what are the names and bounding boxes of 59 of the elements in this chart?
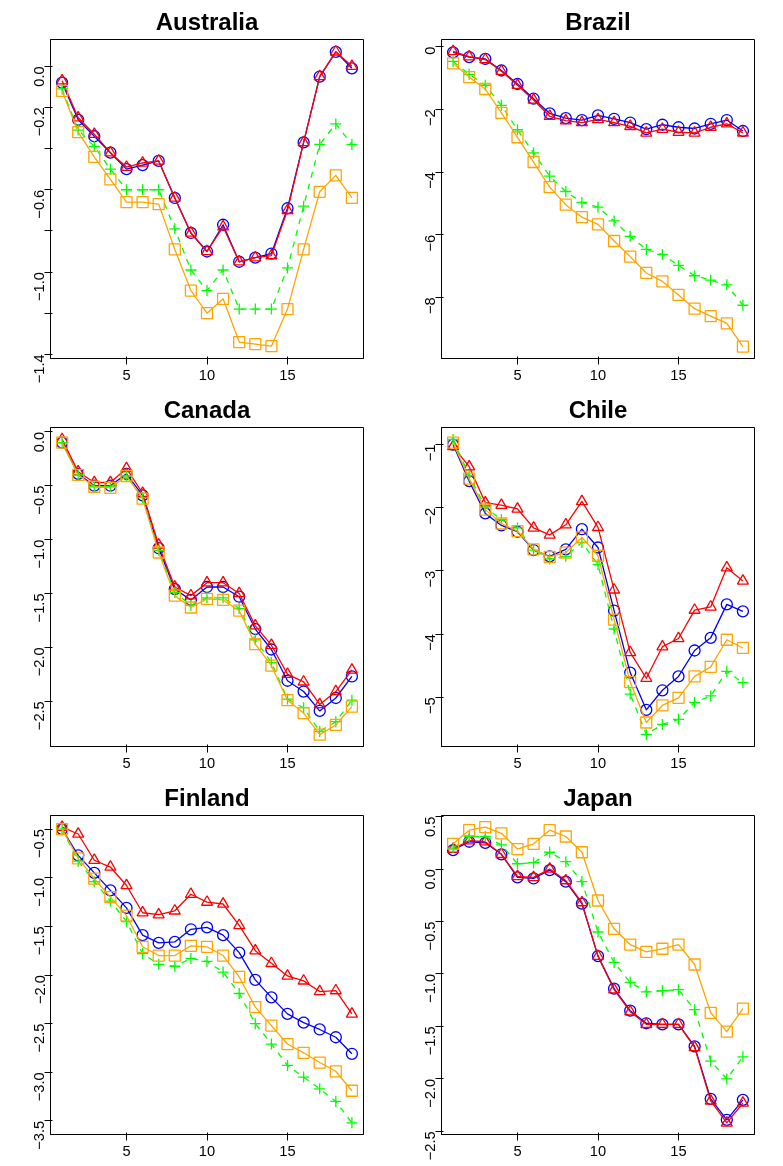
y-tick-label: −2.0 bbox=[31, 647, 48, 677]
y-tick-label: 0.5 bbox=[422, 816, 439, 837]
y-tick-label: −1.5 bbox=[31, 593, 48, 623]
x-tick-label: 15 bbox=[279, 754, 296, 771]
x-tick-label: 15 bbox=[670, 1142, 687, 1159]
y-tick-label: 0.0 bbox=[31, 66, 48, 87]
y-tick-label: −2.5 bbox=[31, 1023, 48, 1053]
x-tick-label: 10 bbox=[589, 1142, 607, 1159]
chart-title: Finland bbox=[164, 783, 250, 811]
y-tick-label: −1.4 bbox=[31, 354, 48, 384]
x-tick-label: 10 bbox=[198, 1142, 216, 1159]
x-tick-label: 5 bbox=[513, 754, 522, 771]
x-tick-label: 5 bbox=[513, 366, 522, 383]
y-tick-label: −0.6 bbox=[31, 189, 48, 219]
y-tick-label: −1 bbox=[422, 444, 439, 462]
chart-title: Canada bbox=[163, 395, 251, 423]
y-tick-label: −1.0 bbox=[31, 539, 48, 569]
y-tick-label: −3.5 bbox=[31, 1120, 48, 1150]
x-tick-label: 10 bbox=[198, 366, 216, 383]
chart-title: Brazil bbox=[565, 7, 631, 35]
x-tick-label: 5 bbox=[122, 754, 131, 771]
y-tick-label: −1.5 bbox=[422, 1026, 439, 1056]
y-tick-label: −3 bbox=[422, 570, 439, 588]
x-tick-label: 5 bbox=[122, 1142, 131, 1159]
y-tick-label: −1.0 bbox=[31, 877, 48, 907]
x-tick-label: 5 bbox=[513, 1142, 522, 1159]
y-tick-label: 0.0 bbox=[31, 431, 48, 453]
x-tick-label: 5 bbox=[122, 366, 131, 383]
chart-title: Japan bbox=[563, 783, 633, 811]
y-tick-label: −2 bbox=[422, 507, 439, 525]
chart-title: Australia bbox=[155, 7, 259, 35]
y-tick-label: −0.5 bbox=[31, 485, 48, 515]
y-tick-label: −3.0 bbox=[31, 1072, 48, 1102]
x-tick-label: 15 bbox=[279, 1142, 296, 1159]
y-tick-label: −2.0 bbox=[422, 1078, 439, 1108]
y-tick-label: −0.5 bbox=[422, 921, 439, 951]
x-tick-label: 15 bbox=[670, 754, 687, 771]
y-tick-label: −2.0 bbox=[31, 975, 48, 1004]
x-tick-label: 10 bbox=[198, 754, 216, 771]
y-tick-label: −1.5 bbox=[31, 926, 48, 956]
y-tick-label: −5 bbox=[422, 697, 439, 714]
y-tick-label: −0.2 bbox=[31, 107, 48, 137]
y-tick-label: −0.5 bbox=[31, 829, 48, 859]
y-tick-label: −6 bbox=[422, 234, 439, 252]
y-tick-label: −1.0 bbox=[422, 973, 439, 1003]
x-tick-label: 15 bbox=[670, 366, 687, 383]
x-tick-label: 10 bbox=[589, 754, 607, 771]
y-tick-label: −2 bbox=[422, 109, 439, 127]
x-tick-label: 15 bbox=[279, 366, 296, 383]
y-tick-label: 0 bbox=[422, 46, 439, 55]
y-tick-label: 0.0 bbox=[422, 869, 439, 890]
y-tick-label: −2.5 bbox=[422, 1131, 439, 1161]
y-tick-label: −8 bbox=[422, 297, 439, 315]
y-tick-label: −2.5 bbox=[31, 701, 48, 731]
y-tick-label: −4 bbox=[422, 634, 439, 651]
chart-title: Chile bbox=[568, 395, 628, 423]
y-tick-label: −4 bbox=[422, 172, 439, 189]
y-tick-label: −1.0 bbox=[31, 272, 48, 301]
x-tick-label: 10 bbox=[589, 366, 607, 383]
